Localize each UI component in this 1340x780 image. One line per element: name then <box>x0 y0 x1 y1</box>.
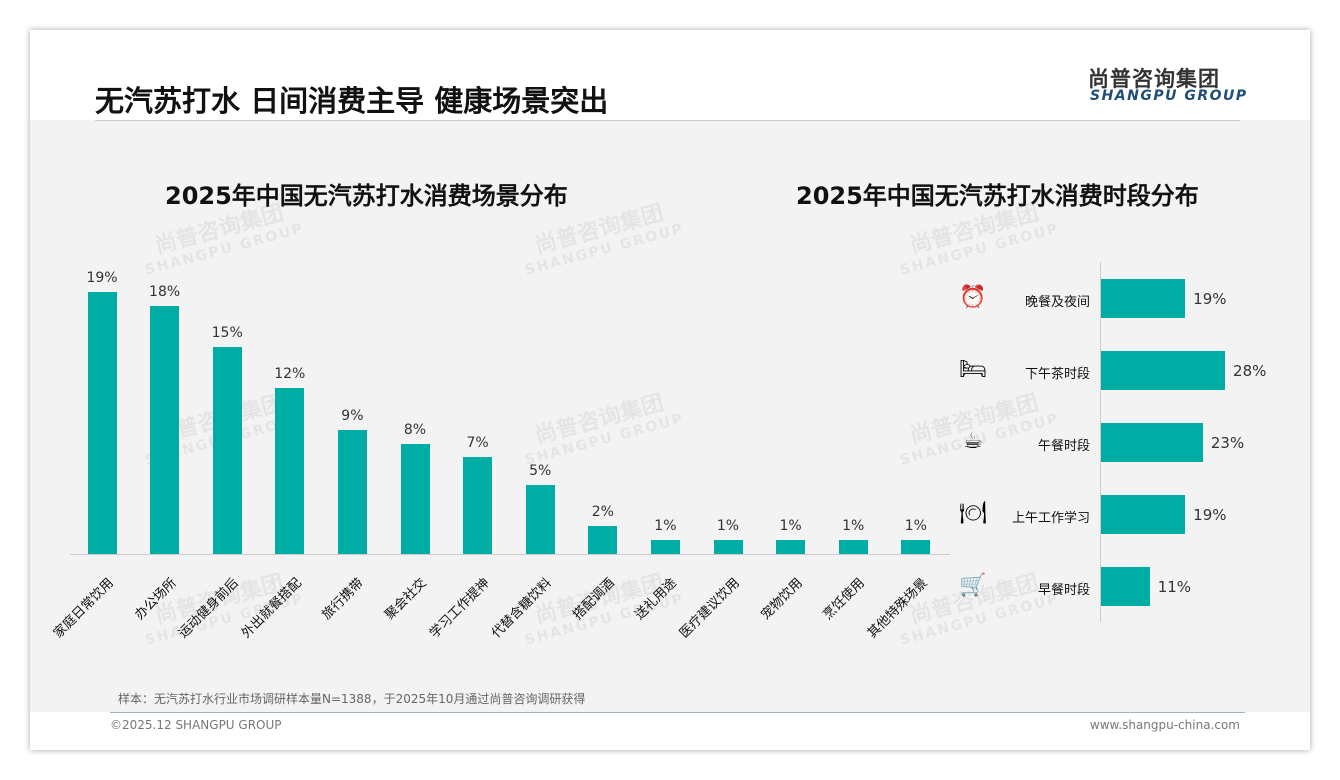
bar <box>776 540 806 554</box>
website: www.shangpu-china.com <box>1089 718 1240 732</box>
bar <box>1101 567 1150 606</box>
coffee-mug-icon: ☕ <box>963 429 983 454</box>
data-label: 2% <box>591 504 614 521</box>
bar <box>337 429 367 554</box>
watermark-en: SHANGPU GROUP <box>143 220 307 279</box>
logo-en: SHANGPU GROUP <box>1090 88 1248 104</box>
data-label: 18% <box>149 283 181 300</box>
bar <box>1101 495 1186 534</box>
data-label: 1% <box>842 518 865 535</box>
data-label: 28% <box>1233 362 1267 380</box>
bar <box>463 457 493 554</box>
bar <box>1101 423 1203 462</box>
logo-cn: 尚普咨询集团 <box>1088 67 1220 91</box>
plate-cutlery-icon: 🍽 <box>959 501 987 526</box>
bar <box>87 291 117 554</box>
slide: 无汽苏打水 日间消费主导 健康场景突出 尚普咨询集团 SHANGPU GROUP… <box>30 30 1310 750</box>
bar <box>650 540 680 554</box>
bar <box>212 347 242 554</box>
data-label: 19% <box>1193 506 1227 524</box>
copyright: ©2025.12 SHANGPU GROUP <box>110 718 282 732</box>
bar <box>1101 279 1186 318</box>
category-label: 早餐时段 <box>1037 583 1090 598</box>
data-label: 5% <box>529 463 552 479</box>
category-label: 晚餐及夜间 <box>1024 295 1090 310</box>
chart-title-periods: 2025年中国无汽苏打水消费时段分布 <box>796 182 1199 210</box>
bar <box>1101 351 1226 390</box>
category-label: 下午茶时段 <box>1024 367 1090 382</box>
footer <box>30 712 1310 750</box>
category-label: 宠物饮用 <box>757 575 806 623</box>
footer-line <box>110 712 1245 713</box>
bar <box>713 540 743 554</box>
chart-title-scenes: 2025年中国无汽苏打水消费场景分布 <box>165 182 568 210</box>
category-label: 旅行携带 <box>319 575 368 623</box>
bar <box>588 526 618 554</box>
data-label: 11% <box>1157 578 1192 596</box>
bar <box>838 540 868 554</box>
watermark-en: SHANGPU GROUP <box>523 410 687 469</box>
watermark-en: SHANGPU GROUP <box>898 590 1062 649</box>
data-label: 1% <box>904 518 927 535</box>
divider <box>95 120 1240 121</box>
data-label: 1% <box>779 518 802 535</box>
header <box>30 30 1310 120</box>
category-label: 烹饪使用 <box>820 575 868 623</box>
data-label: 9% <box>341 407 364 424</box>
bar <box>901 540 931 554</box>
data-label: 19% <box>1193 290 1227 308</box>
data-label: 23% <box>1210 434 1245 452</box>
sample-note: 样本：无汽苏打水行业市场调研样本量N=1388，于2025年10月通过尚普咨询调… <box>118 692 586 706</box>
bar <box>400 443 430 554</box>
category-label: 家庭日常饮用 <box>50 575 117 642</box>
x-axis <box>70 554 950 555</box>
alarm-clock-icon: ⏰ <box>959 285 987 310</box>
bar <box>275 388 305 554</box>
category-label: 聚会社交 <box>382 575 430 623</box>
watermark-en: SHANGPU GROUP <box>523 220 687 279</box>
y-axis <box>1100 262 1101 622</box>
bar <box>150 305 180 554</box>
bed-icon: 🛏 <box>959 357 987 382</box>
data-label: 12% <box>274 366 306 383</box>
category-label: 上午工作学习 <box>1011 511 1090 526</box>
shopping-cart-icon: 🛒 <box>959 573 987 598</box>
watermark-en: SHANGPU GROUP <box>898 220 1062 279</box>
bar <box>525 485 555 554</box>
data-label: 1% <box>654 518 677 535</box>
data-label: 15% <box>211 325 243 341</box>
data-label: 19% <box>86 269 118 286</box>
category-label: 午餐时段 <box>1037 439 1090 454</box>
data-label: 8% <box>403 421 427 438</box>
category-label: 学习工作提神 <box>426 575 493 642</box>
data-label: 7% <box>466 435 489 452</box>
data-label: 1% <box>716 518 740 535</box>
page-title: 无汽苏打水 日间消费主导 健康场景突出 <box>95 84 609 118</box>
